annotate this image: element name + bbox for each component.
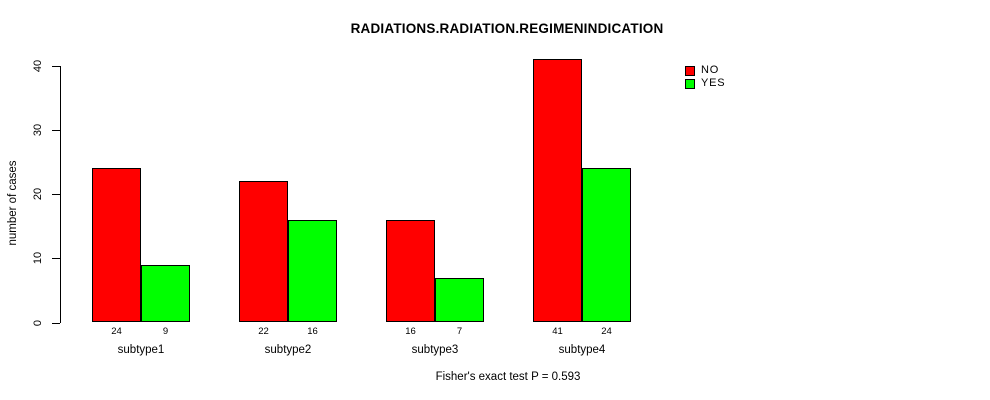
bar-yes-subtype4 <box>582 168 631 323</box>
bar-no-subtype2 <box>239 181 288 323</box>
legend-label-yes: YES <box>701 77 726 89</box>
bar-value-label: 24 <box>111 326 122 337</box>
legend-item-yes: YES <box>685 77 725 90</box>
y-axis-tick <box>52 65 60 67</box>
legend-swatch-yes <box>685 78 695 89</box>
category-label-subtype4: subtype4 <box>558 344 606 356</box>
bar-yes-subtype2 <box>288 219 337 323</box>
bar-yes-subtype1 <box>141 264 190 323</box>
y-axis-label: number of cases <box>7 160 19 246</box>
category-label-subtype3: subtype3 <box>411 344 459 356</box>
bar-value-label: 7 <box>456 326 463 337</box>
fisher-test-annotation: Fisher's exact test P = 0.593 <box>435 371 581 383</box>
y-axis-tick <box>52 194 60 196</box>
legend-swatch-no <box>685 65 695 76</box>
y-axis-tick-label: 40 <box>32 59 44 72</box>
y-axis-tick-label: 20 <box>32 187 44 201</box>
bar-value-label: 16 <box>405 326 416 337</box>
bar-no-subtype4 <box>533 59 582 323</box>
bar-value-label: 22 <box>258 326 269 337</box>
legend-item-no: NO <box>685 64 725 77</box>
category-label-subtype2: subtype2 <box>264 344 312 356</box>
y-axis-tick-label: 0 <box>32 319 44 326</box>
bar-yes-subtype3 <box>435 277 484 323</box>
bar-no-subtype1 <box>92 168 141 323</box>
chart-title: RADIATIONS.RADIATION.REGIMENINDICATION <box>350 21 664 36</box>
bar-no-subtype3 <box>386 219 435 323</box>
bar-value-label: 24 <box>601 326 612 337</box>
y-axis-tick-label: 30 <box>32 123 44 137</box>
category-label-subtype1: subtype1 <box>117 344 165 356</box>
legend-label-no: NO <box>701 64 720 76</box>
y-axis-tick-label: 10 <box>32 252 44 265</box>
bar-value-label: 9 <box>162 326 169 337</box>
legend: NO YES <box>685 64 725 90</box>
y-axis-tick <box>52 258 60 260</box>
y-axis-line <box>60 65 61 324</box>
bar-value-label: 41 <box>552 326 563 337</box>
y-axis-tick <box>52 129 60 131</box>
bar-value-label: 16 <box>307 326 318 337</box>
y-axis-tick <box>52 322 60 324</box>
